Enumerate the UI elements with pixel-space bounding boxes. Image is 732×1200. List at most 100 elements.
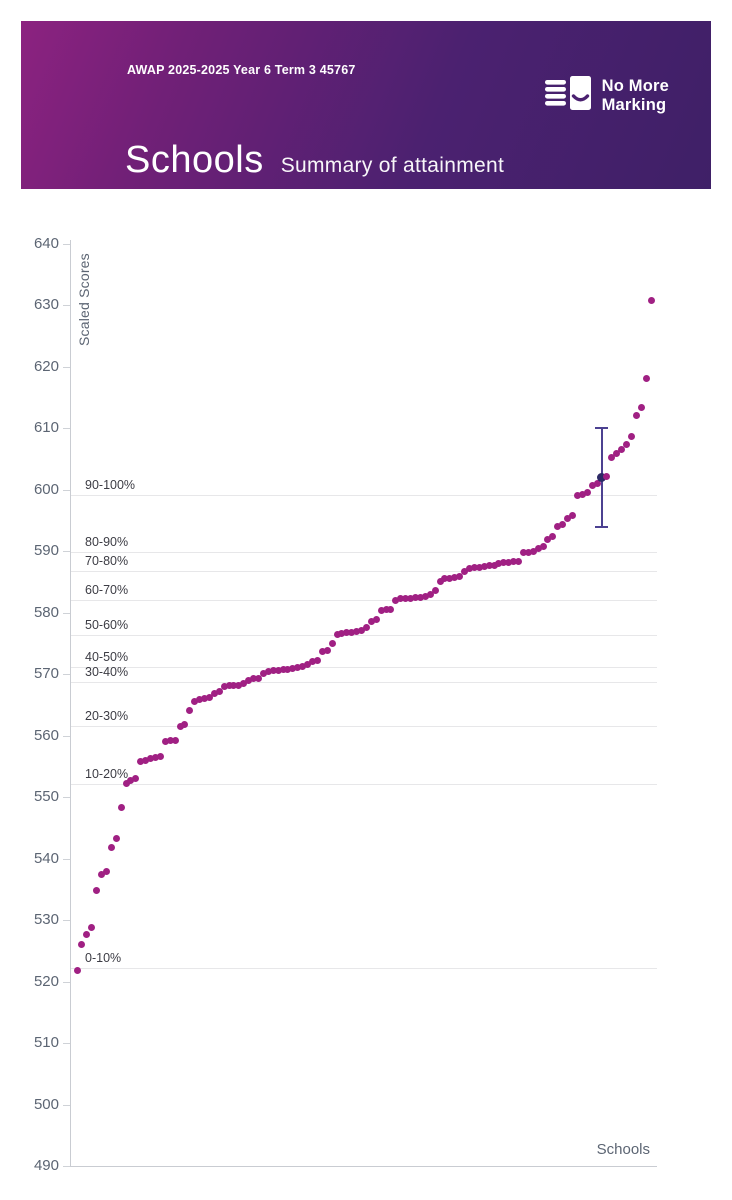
school-point[interactable] [142, 757, 150, 765]
school-point[interactable] [490, 561, 498, 569]
school-point[interactable] [250, 675, 258, 683]
school-point[interactable] [372, 616, 380, 624]
school-point[interactable] [333, 630, 341, 638]
school-point[interactable] [245, 676, 253, 684]
school-point[interactable] [294, 664, 302, 672]
school-point[interactable] [353, 628, 361, 636]
school-point[interactable] [549, 533, 557, 541]
school-point[interactable] [196, 695, 204, 703]
school-point[interactable] [358, 627, 366, 635]
school-point[interactable] [220, 683, 228, 691]
school-point[interactable] [201, 695, 209, 703]
school-point[interactable] [88, 924, 96, 932]
school-point[interactable] [573, 492, 581, 500]
school-point[interactable] [186, 707, 194, 715]
school-point[interactable] [451, 573, 459, 581]
school-point[interactable] [132, 774, 140, 782]
school-point[interactable] [470, 564, 478, 572]
school-point[interactable] [578, 490, 586, 498]
school-point[interactable] [465, 565, 473, 573]
school-point[interactable] [230, 682, 238, 690]
school-point[interactable] [171, 736, 179, 744]
school-point[interactable] [264, 667, 272, 675]
school-point[interactable] [583, 488, 591, 496]
school-point[interactable] [78, 940, 86, 948]
school-point[interactable] [519, 549, 527, 557]
school-point[interactable] [176, 723, 184, 731]
school-point[interactable] [289, 664, 297, 672]
school-point[interactable] [367, 618, 375, 626]
school-point[interactable] [107, 843, 115, 851]
school-point[interactable] [495, 560, 503, 568]
school-point[interactable] [637, 404, 645, 412]
school-point[interactable] [475, 563, 483, 571]
school-point[interactable] [524, 548, 532, 556]
school-point[interactable] [392, 596, 400, 604]
school-point[interactable] [505, 558, 513, 566]
school-point[interactable] [416, 593, 424, 601]
school-point[interactable] [225, 682, 233, 690]
school-point[interactable] [151, 754, 159, 762]
school-point[interactable] [156, 753, 164, 761]
school-point[interactable] [181, 721, 189, 729]
school-point[interactable] [480, 562, 488, 570]
school-point[interactable] [564, 514, 572, 522]
school-point[interactable] [627, 433, 635, 441]
school-point[interactable] [166, 737, 174, 745]
school-point[interactable] [397, 595, 405, 603]
school-point[interactable] [515, 557, 523, 565]
school-point[interactable] [318, 648, 326, 656]
school-point[interactable] [73, 966, 81, 974]
school-point[interactable] [304, 661, 312, 669]
school-point[interactable] [544, 535, 552, 543]
school-point[interactable] [622, 441, 630, 449]
school-point[interactable] [593, 479, 601, 487]
school-point[interactable] [338, 629, 346, 637]
school-point[interactable] [618, 446, 626, 454]
highlighted-school-point[interactable] [597, 473, 607, 483]
school-point[interactable] [588, 481, 596, 489]
school-point[interactable] [205, 693, 213, 701]
school-point[interactable] [569, 511, 576, 519]
school-point[interactable] [127, 777, 135, 785]
school-point[interactable] [83, 931, 91, 939]
school-point[interactable] [539, 542, 547, 550]
school-point[interactable] [431, 586, 439, 594]
school-point[interactable] [608, 454, 616, 462]
school-point[interactable] [421, 593, 429, 600]
school-point[interactable] [461, 568, 469, 576]
school-point[interactable] [274, 666, 282, 674]
school-point[interactable] [112, 834, 120, 842]
school-point[interactable] [161, 738, 169, 746]
school-point[interactable] [510, 557, 518, 565]
school-point[interactable] [402, 595, 410, 603]
school-point[interactable] [313, 656, 321, 664]
school-point[interactable] [279, 666, 287, 674]
school-point[interactable] [529, 548, 537, 556]
school-point[interactable] [348, 628, 356, 636]
school-point[interactable] [137, 758, 145, 766]
school-point[interactable] [328, 639, 336, 647]
school-point[interactable] [343, 629, 351, 637]
school-point[interactable] [284, 666, 292, 674]
school-point[interactable] [554, 522, 562, 530]
school-point[interactable] [362, 624, 370, 632]
school-point[interactable] [210, 690, 218, 698]
school-point[interactable] [377, 607, 385, 615]
school-point[interactable] [534, 545, 542, 553]
school-point[interactable] [485, 562, 493, 570]
school-point[interactable] [147, 755, 155, 763]
school-point[interactable] [93, 887, 101, 895]
school-point[interactable] [642, 374, 650, 382]
school-point[interactable] [647, 296, 655, 304]
school-point[interactable] [98, 871, 106, 879]
school-point[interactable] [235, 681, 243, 689]
school-point[interactable] [407, 594, 415, 602]
school-point[interactable] [382, 605, 390, 613]
school-point[interactable] [412, 594, 419, 602]
school-point[interactable] [117, 803, 125, 811]
school-point[interactable] [500, 559, 508, 567]
school-point[interactable] [259, 669, 267, 677]
school-point[interactable] [559, 521, 567, 529]
school-point[interactable] [613, 449, 621, 457]
